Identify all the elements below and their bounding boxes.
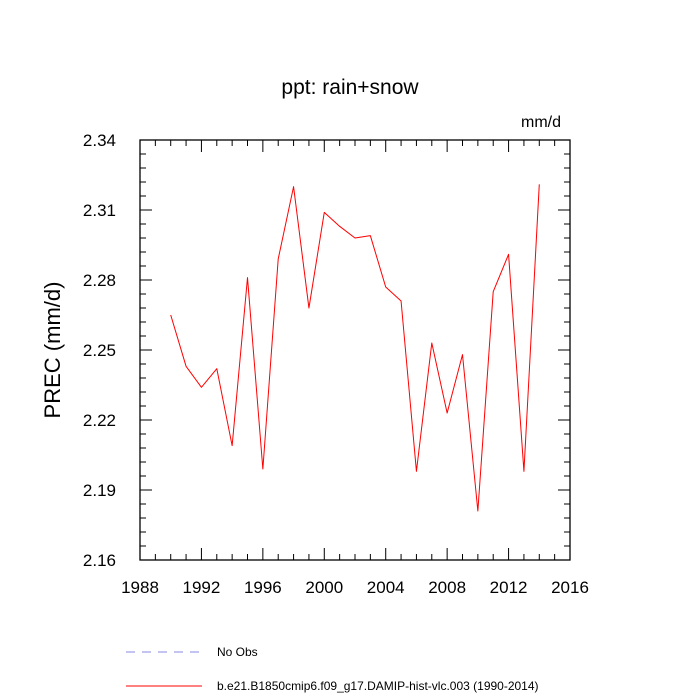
legend-label-no-obs: No Obs	[217, 645, 258, 659]
legend: No Obs b.e21.B1850cmip6.f09_g17.DAMIP-hi…	[126, 645, 539, 693]
series-line	[170, 184, 540, 512]
legend-label-model: b.e21.B1850cmip6.f09_g17.DAMIP-hist-vlc.…	[217, 679, 539, 693]
x-tick-label: 1996	[244, 578, 282, 597]
x-tick-label: 2016	[551, 578, 589, 597]
y-tick-labels: 2.16 2.19 2.22 2.25 2.28 2.31 2.34	[83, 131, 116, 570]
major-ticks	[139, 139, 571, 561]
units-label: mm/d	[521, 114, 561, 131]
minor-ticks	[140, 140, 570, 560]
x-tick-label: 2012	[490, 578, 528, 597]
x-tick-label: 2008	[428, 578, 466, 597]
y-tick-label: 2.31	[83, 201, 116, 220]
x-tick-label: 2000	[305, 578, 343, 597]
y-tick-label: 2.28	[83, 271, 116, 290]
y-tick-label: 2.16	[83, 551, 116, 570]
x-tick-label: 2004	[367, 578, 405, 597]
x-tick-label: 1988	[121, 578, 159, 597]
y-tick-label: 2.34	[83, 131, 116, 150]
y-tick-label: 2.25	[83, 341, 116, 360]
series-group	[170, 184, 540, 512]
x-tick-label: 1992	[183, 578, 221, 597]
y-tick-label: 2.19	[83, 481, 116, 500]
x-tick-labels: 1988 1992 1996 2000 2004 2008 2012 2016	[121, 578, 589, 597]
plot-frame	[139, 139, 571, 561]
chart-title: ppt: rain+snow	[281, 76, 419, 99]
y-axis-label: PREC (mm/d)	[40, 282, 65, 419]
y-tick-label: 2.22	[83, 411, 116, 430]
